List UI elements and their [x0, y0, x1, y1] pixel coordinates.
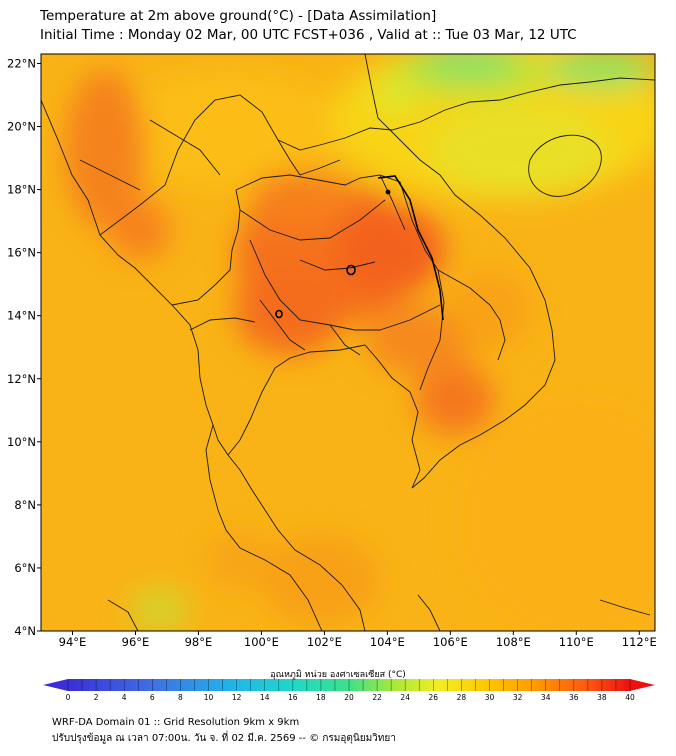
lon-tick-label: 110°E: [559, 635, 594, 649]
longitude-axis: 94°E 96°E 98°E 100°E 102°E 104°E 106°E 108°E 110…: [59, 631, 657, 649]
colorbar-tick-label: 2: [94, 693, 99, 702]
colorbar-tick-label: 0: [66, 693, 71, 702]
map-frame: [40, 53, 656, 632]
lon-tick-label: 104°E: [370, 635, 405, 649]
lon-tick-label: 102°E: [307, 635, 342, 649]
temperature-field: [41, 54, 655, 631]
lat-tick-label: 16°N: [7, 246, 36, 260]
colorbar-tick-label: 32: [513, 693, 523, 702]
colorbar-tick-label: 38: [597, 693, 607, 702]
colorbar-tick-label: 14: [260, 693, 270, 702]
lat-tick-label: 14°N: [7, 309, 36, 323]
lat-tick-label: 18°N: [7, 183, 36, 197]
footer-update-info: ปรับปรุงข้อมูล ณ เวลา 07:00น. วัน จ. ที่…: [52, 733, 396, 744]
map-subtitle: Initial Time : Monday 02 Mar, 00 UTC FCS…: [40, 27, 577, 43]
lat-tick-label: 4°N: [14, 624, 36, 638]
colorbar-tick-label: 12: [232, 693, 242, 702]
latitude-axis: 22°N 20°N 18°N 16°N 14°N 12°N 10°N 8°N 6°N 4°N: [7, 56, 41, 638]
lat-tick-label: 12°N: [7, 372, 36, 386]
lon-tick-label: 100°E: [244, 635, 279, 649]
lon-tick-label: 96°E: [122, 635, 150, 649]
colorbar-tick-label: 36: [569, 693, 579, 702]
lon-tick-label: 94°E: [59, 635, 87, 649]
colorbar-tick-label: 24: [400, 693, 410, 702]
lon-tick-label: 108°E: [496, 635, 531, 649]
footer-model-info: WRF-DA Domain 01 :: Grid Resolution 9km …: [52, 717, 300, 728]
colorbar-ticks: 0 2 4 6 8 10 12 14 16 18 20 22 24 26 28 30 32 34 36 38 40: [66, 679, 635, 702]
colorbar-max-arrow: [630, 679, 655, 691]
colorbar-tick-label: 28: [457, 693, 467, 702]
colorbar-tick-label: 34: [541, 693, 551, 702]
lat-tick-label: 8°N: [14, 498, 36, 512]
highlight-contours: [275, 175, 444, 321]
colorbar-tick-label: 6: [150, 693, 155, 702]
lat-tick-label: 20°N: [7, 120, 36, 134]
lat-tick-label: 22°N: [7, 56, 36, 70]
colorbar-tick-label: 4: [122, 693, 127, 702]
coastlines-borders: [41, 54, 655, 631]
map-title: Temperature at 2m above ground(°C) - [Da…: [40, 8, 437, 24]
colorbar-title: อุณหภูมิ หน่วย องศาเซลเซียส (°C): [270, 670, 406, 680]
lon-tick-label: 98°E: [185, 635, 213, 649]
colorbar-min-arrow: [43, 679, 68, 691]
colorbar-tick-label: 22: [372, 693, 382, 702]
colorbar-tick-label: 10: [204, 693, 214, 702]
lon-tick-label: 106°E: [433, 635, 468, 649]
colorbar-tick-label: 40: [625, 693, 635, 702]
colorbar-tick-label: 26: [429, 693, 439, 702]
colorbar: 0 2 4 6 8 10 12 14 16 18 20 22 24 26 28 30 32 34 36 38 40: [43, 679, 655, 702]
lon-tick-label: 112°E: [622, 635, 657, 649]
colorbar-tick-label: 30: [485, 693, 495, 702]
lat-tick-label: 10°N: [7, 435, 36, 449]
lat-tick-label: 6°N: [14, 561, 36, 575]
colorbar-tick-label: 16: [288, 693, 298, 702]
colorbar-tick-label: 18: [316, 693, 326, 702]
colorbar-tick-label: 8: [178, 693, 183, 702]
colorbar-tick-label: 20: [344, 693, 354, 702]
